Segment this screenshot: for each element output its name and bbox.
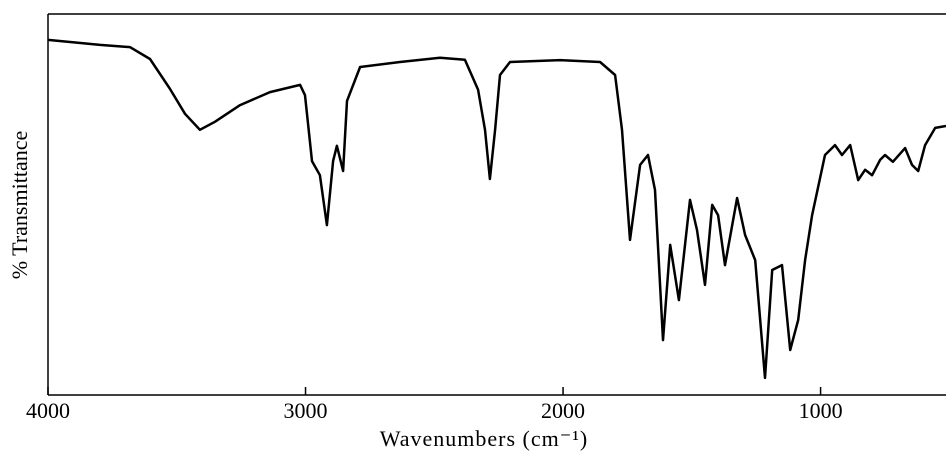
x-axis-label: Wavenumbers (cm⁻¹) [380,426,589,451]
x-tick-label: 2000 [541,398,585,423]
y-axis-label: % Transmittance [7,131,32,280]
x-tick-label: 1000 [799,398,843,423]
x-tick-label: 4000 [26,398,70,423]
spectrum-line [47,38,946,380]
x-tick-label: 3000 [284,398,328,423]
